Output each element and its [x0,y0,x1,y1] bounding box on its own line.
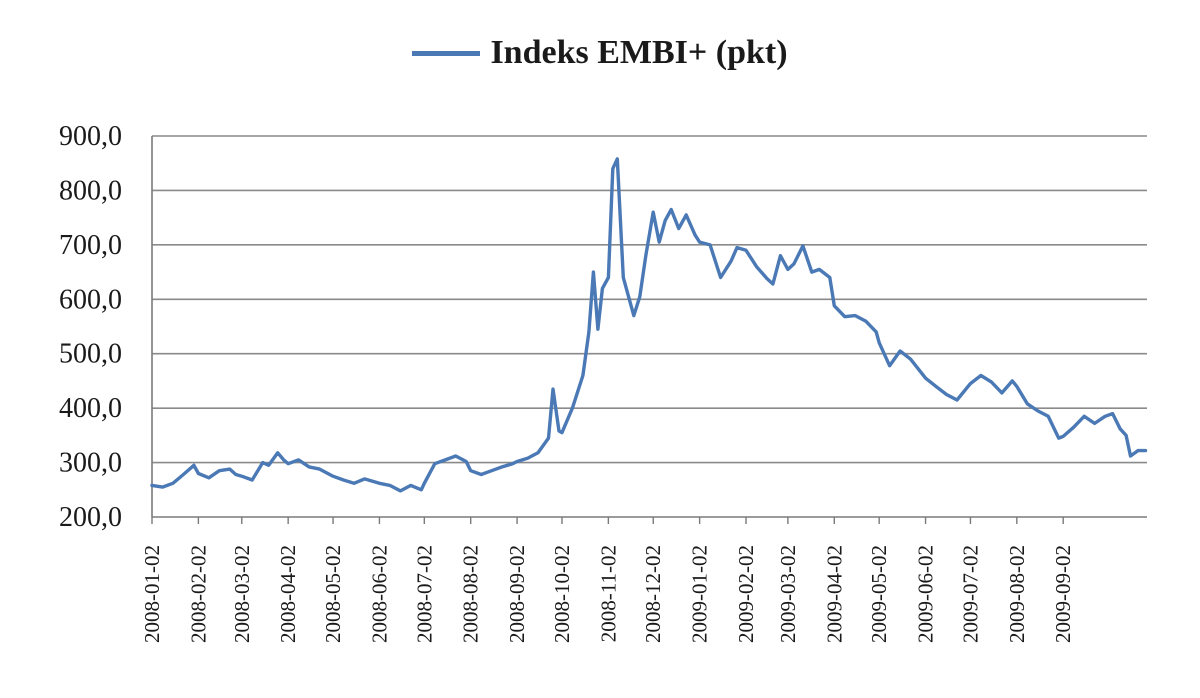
x-tick-label: 2009-01-02 [688,545,712,643]
x-tick-label: 2008-11-02 [596,545,620,642]
y-tick-label: 800,0 [59,175,122,206]
x-tick-label: 2008-05-02 [321,545,345,643]
y-tick-label: 900,0 [59,121,122,152]
y-tick-label: 600,0 [59,284,122,315]
x-tick-label: 2009-02-02 [734,545,758,643]
y-tick-label: 200,0 [59,502,122,533]
x-tick-label: 2008-03-02 [230,545,254,643]
legend-label: Indeks EMBI+ (pkt) [490,34,788,71]
x-tick-label: 2008-07-02 [412,545,436,643]
x-tick-label: 2009-07-02 [958,545,982,643]
x-tick-label: 2008-01-02 [140,545,164,643]
x-tick-label: 2009-03-02 [776,545,800,643]
x-tick-label: 2008-02-02 [186,545,210,643]
x-tick-label: 2008-06-02 [367,545,391,643]
y-tick-label: 500,0 [59,339,122,370]
legend-line-swatch [412,50,481,56]
legend: Indeks EMBI+ (pkt) [0,28,1200,78]
x-tick-label: 2008-08-02 [459,545,483,643]
x-tick-label: 2009-08-02 [1005,545,1029,643]
x-tick-label: 2008-12-02 [641,545,665,643]
x-tick-label: 2008-10-02 [550,545,574,643]
x-tick-label: 2009-06-02 [914,545,938,643]
x-tick-label: 2008-09-02 [505,545,529,643]
x-tick-label: 2009-09-02 [1051,545,1075,643]
x-tick-label: 2009-05-02 [867,545,891,643]
y-tick-label: 300,0 [59,448,122,479]
y-tick-label: 400,0 [59,393,122,424]
x-tick-label: 2008-04-02 [276,545,300,643]
y-tick-label: 700,0 [59,230,122,261]
x-tick-label: 2009-04-02 [822,545,846,643]
series-line-embi [150,157,1148,493]
